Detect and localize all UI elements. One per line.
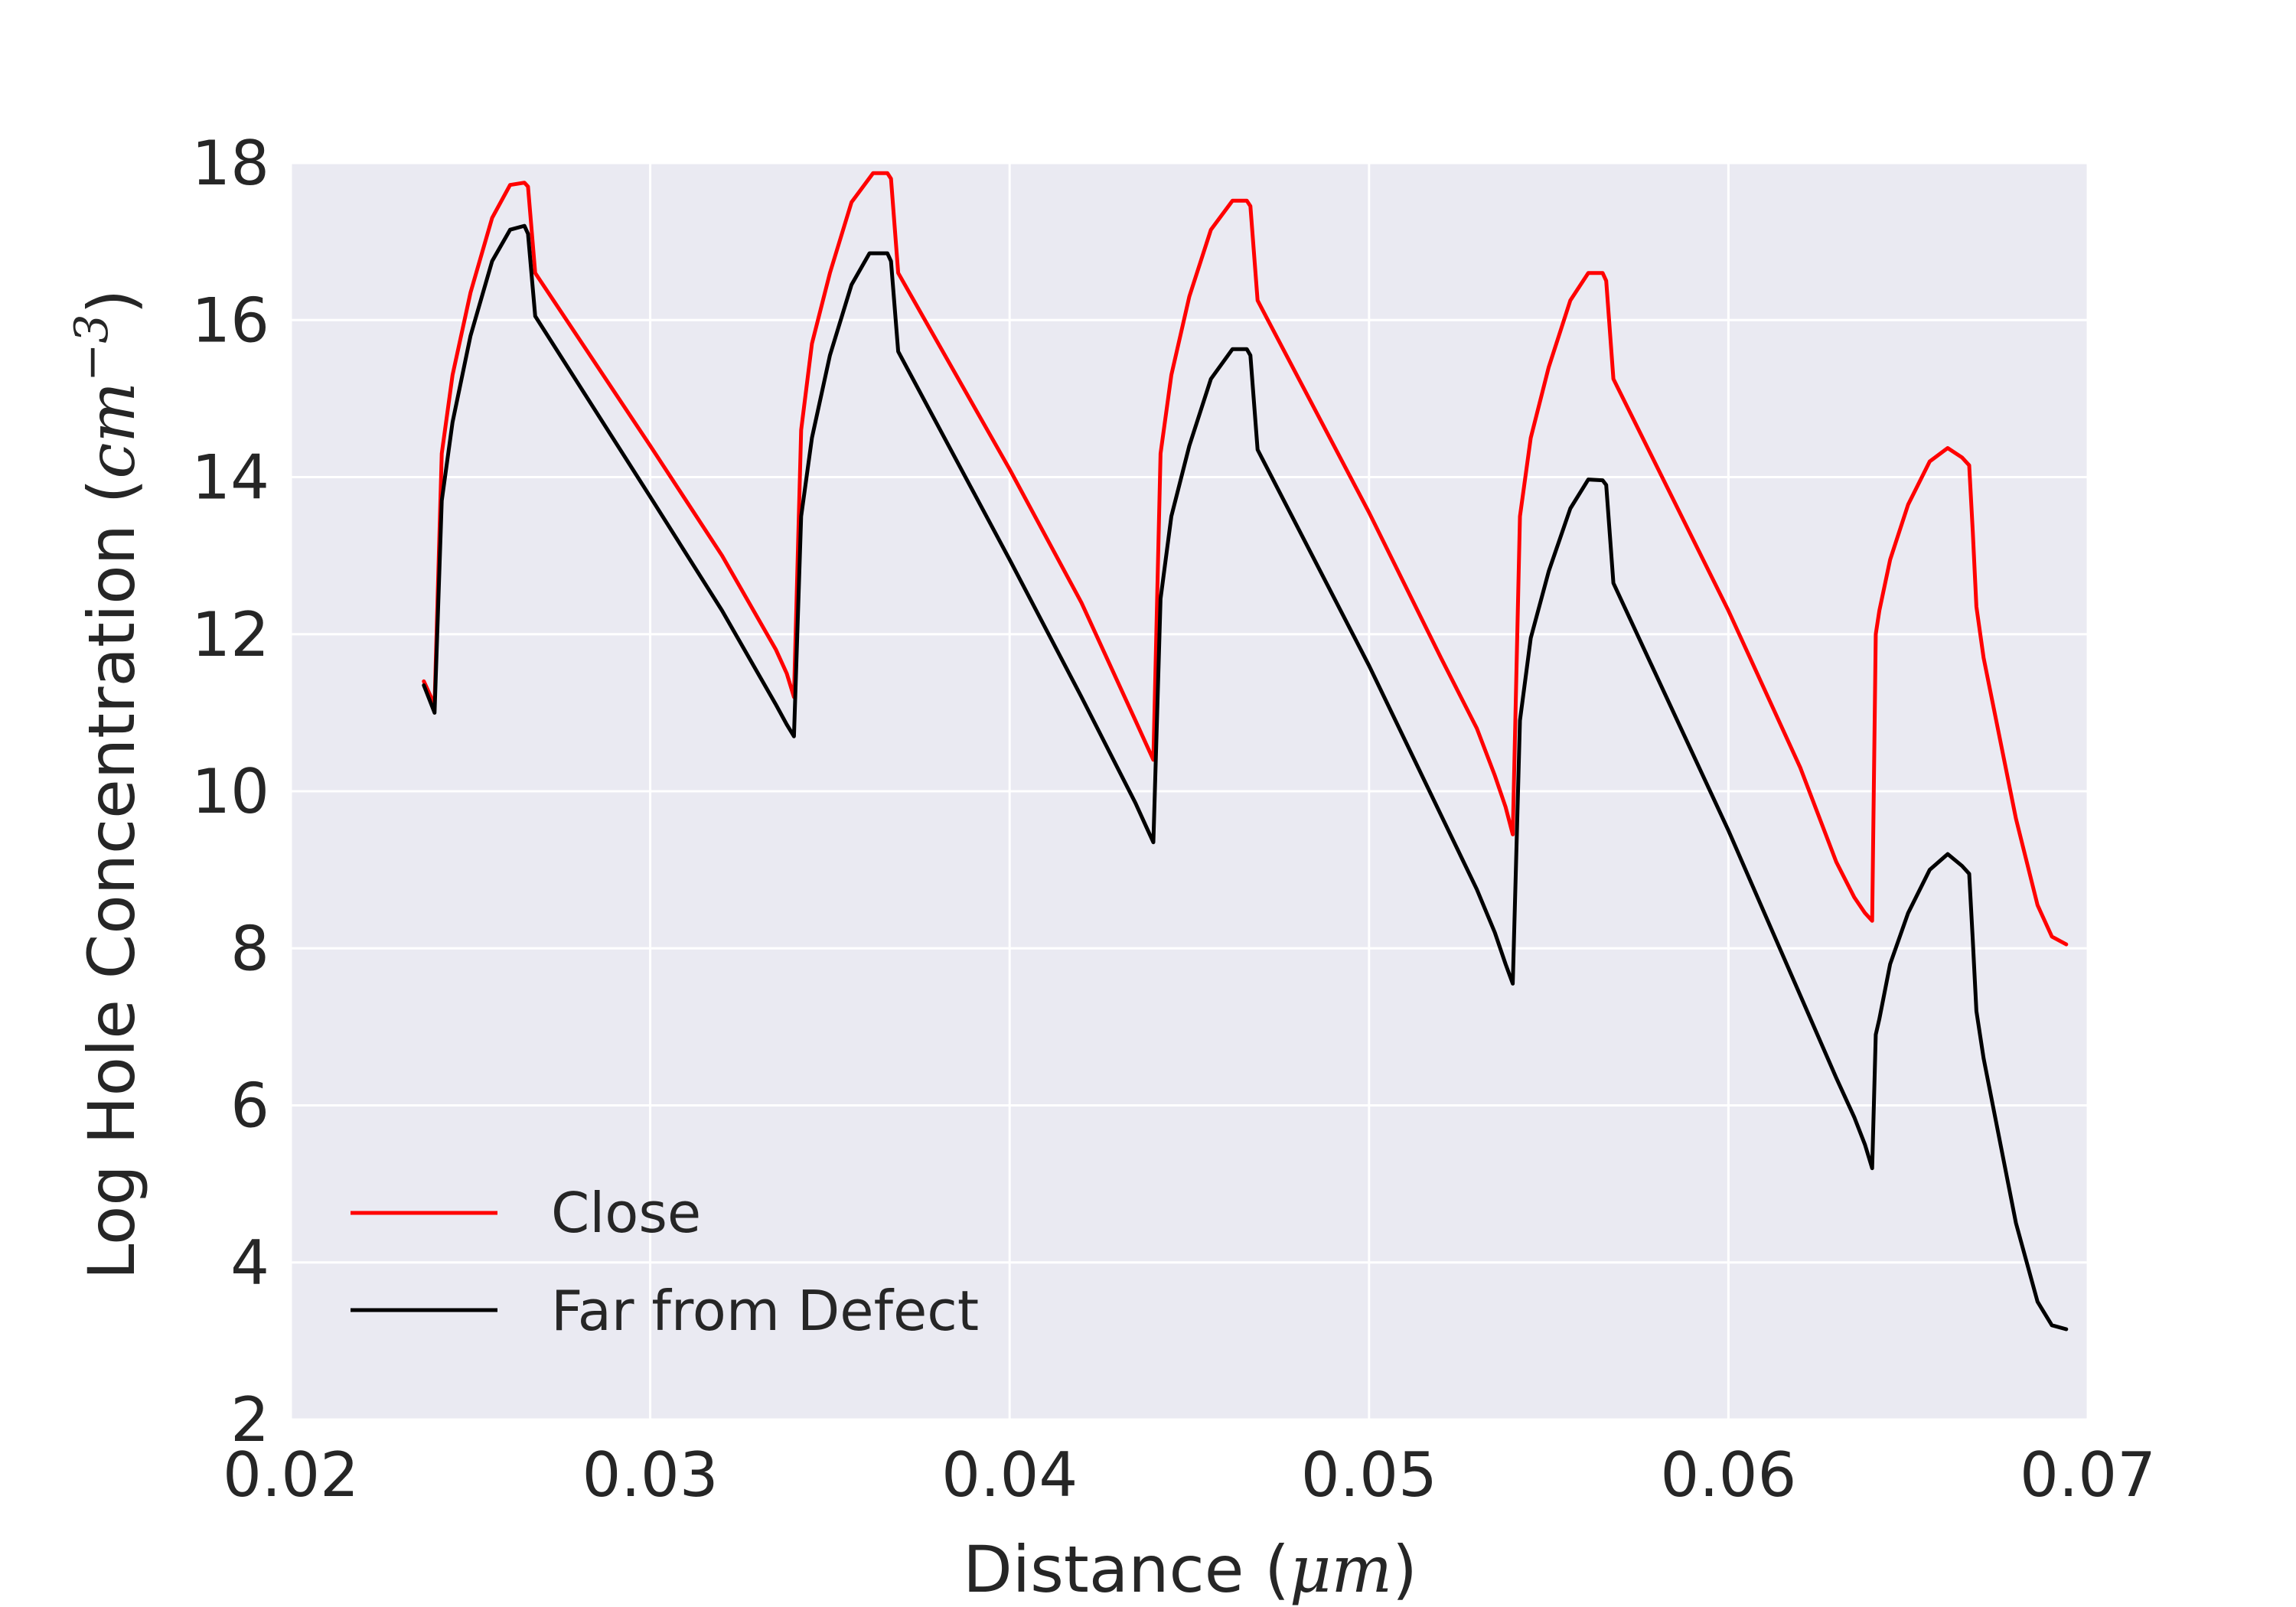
y-tick-label-0: 2 <box>230 1384 269 1455</box>
x-tick-label-2: 0.04 <box>941 1439 1078 1511</box>
x-tick-label-5: 0.07 <box>2020 1439 2156 1511</box>
y-tick-label-5: 12 <box>191 599 269 670</box>
x-tick-label-0: 0.02 <box>223 1439 359 1511</box>
legend-label-close: Close <box>551 1181 701 1245</box>
y-tick-label-2: 6 <box>230 1071 269 1142</box>
series-line-far-from-defect <box>422 223 2069 1332</box>
y-axis-label-unit: cm <box>74 382 149 479</box>
y-axis-label: Log Hole Concentration (cm−3) <box>65 289 149 1280</box>
y-tick-label-4: 10 <box>191 756 269 827</box>
x-axis-label: Distance (μm) <box>963 1532 1417 1607</box>
legend-label-far-from-defect: Far from Defect <box>551 1279 979 1343</box>
x-tick-labels: 0.02 0.03 0.04 0.05 0.06 0.07 <box>223 1439 2156 1511</box>
y-axis-label-suffix: ) <box>74 289 149 315</box>
y-tick-label-8: 18 <box>191 128 269 199</box>
y-tick-label-6: 14 <box>191 442 269 513</box>
x-tick-label-4: 0.06 <box>1660 1439 1796 1511</box>
y-tick-label-7: 16 <box>191 285 269 356</box>
gridlines <box>289 161 2089 1421</box>
x-tick-label-3: 0.05 <box>1301 1439 1437 1511</box>
x-axis-label-unit: μm <box>1290 1532 1392 1607</box>
x-axis-label-suffix: ) <box>1392 1532 1417 1607</box>
x-tick-label-1: 0.03 <box>582 1439 719 1511</box>
series-lines <box>422 171 2069 1332</box>
y-axis-label-prefix: Log Hole Concentration ( <box>74 479 149 1280</box>
y-axis-label-exponent: −3 <box>65 314 119 381</box>
y-tick-label-1: 4 <box>230 1227 269 1299</box>
series-line-close <box>422 171 2069 947</box>
legend: Close Far from Defect <box>351 1181 979 1343</box>
x-axis-label-prefix: Distance ( <box>963 1532 1290 1607</box>
y-tick-labels: 2 4 6 8 10 12 14 16 18 <box>191 128 269 1455</box>
y-tick-label-3: 8 <box>230 913 269 984</box>
